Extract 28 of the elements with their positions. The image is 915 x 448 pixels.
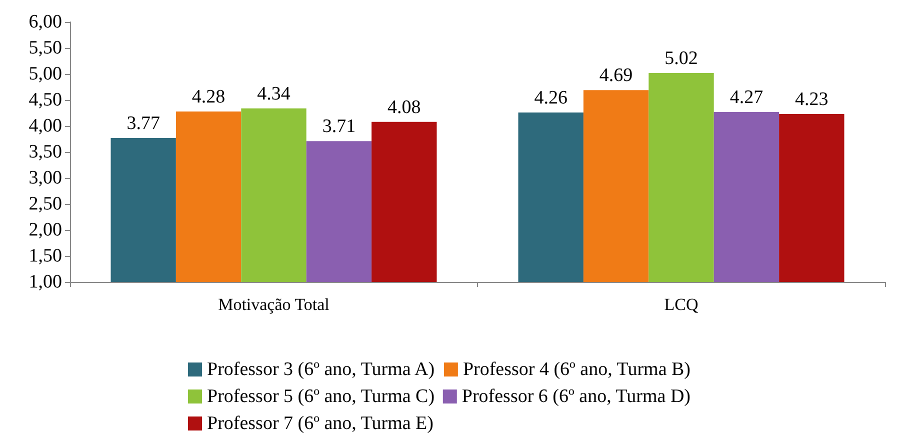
y-tick-label: 1,00 bbox=[28, 272, 62, 292]
x-tick-label: LCQ bbox=[664, 295, 698, 314]
x-tick-label: Motivação Total bbox=[218, 295, 330, 314]
data-label: 4.08 bbox=[388, 96, 421, 118]
data-label: 3.71 bbox=[322, 116, 356, 138]
data-label: 4.26 bbox=[534, 87, 568, 108]
data-label: 4.28 bbox=[192, 86, 226, 108]
legend-label: Professor 6 (6º ano, Turma D) bbox=[462, 386, 691, 407]
data-label: 4.34 bbox=[257, 83, 291, 104]
legend-label: Professor 3 (6º ano, Turma A) bbox=[207, 359, 435, 380]
data-label: 4.23 bbox=[795, 89, 828, 110]
y-tick-label: 2,00 bbox=[28, 220, 62, 240]
legend-label: Professor 7 (6º ano, Turma E) bbox=[207, 413, 434, 434]
y-tick-label: 4,00 bbox=[28, 116, 62, 136]
y-tick-label: 6,00 bbox=[28, 12, 62, 32]
y-tick-label: 3,50 bbox=[28, 142, 62, 162]
data-label: 4.27 bbox=[730, 86, 764, 108]
data-label: 3.77 bbox=[126, 112, 160, 134]
y-tick-label: 1,50 bbox=[28, 246, 62, 266]
legend-label: Professor 5 (6º ano, Turma C) bbox=[207, 386, 435, 407]
legend-label: Professor 4 (6º ano, Turma B) bbox=[462, 359, 691, 380]
y-tick-label: 3,00 bbox=[28, 168, 62, 188]
data-label: 5.02 bbox=[664, 48, 698, 69]
y-tick-label: 2,50 bbox=[28, 194, 62, 214]
y-tick-label: 5,50 bbox=[28, 38, 62, 58]
y-tick-label: 4,50 bbox=[28, 90, 62, 110]
y-tick-label: 5,00 bbox=[28, 64, 62, 84]
data-label: 4.69 bbox=[599, 65, 633, 86]
